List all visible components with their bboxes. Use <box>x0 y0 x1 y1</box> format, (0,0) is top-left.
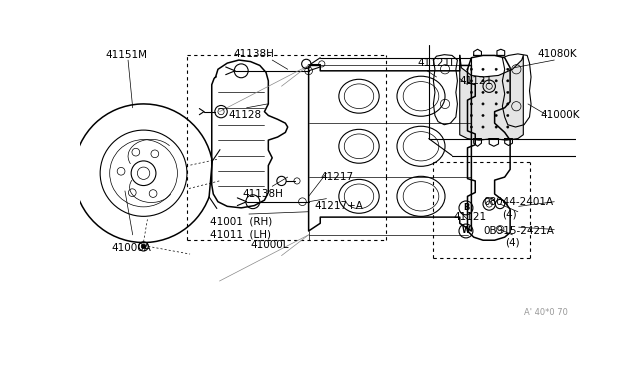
Text: B: B <box>463 203 469 212</box>
Circle shape <box>141 244 146 249</box>
Text: 41138H: 41138H <box>234 49 275 59</box>
Circle shape <box>495 103 497 105</box>
Circle shape <box>507 103 509 105</box>
Text: 08044-2401A: 08044-2401A <box>483 197 553 207</box>
Text: 41217+A: 41217+A <box>314 201 363 211</box>
Text: 41000A: 41000A <box>111 243 151 253</box>
Circle shape <box>495 91 497 93</box>
Circle shape <box>470 126 472 128</box>
Circle shape <box>507 68 509 70</box>
Circle shape <box>470 68 472 70</box>
Text: 41001  (RH): 41001 (RH) <box>210 217 273 227</box>
Polygon shape <box>460 55 524 140</box>
Circle shape <box>482 103 484 105</box>
Circle shape <box>470 103 472 105</box>
Circle shape <box>482 91 484 93</box>
Circle shape <box>470 114 472 117</box>
Circle shape <box>482 114 484 117</box>
Circle shape <box>507 114 509 117</box>
Circle shape <box>507 91 509 93</box>
Text: 41151M: 41151M <box>106 51 148 60</box>
Text: A' 40*0 70: A' 40*0 70 <box>524 308 568 317</box>
Circle shape <box>495 80 497 82</box>
Circle shape <box>507 126 509 128</box>
Circle shape <box>495 68 497 70</box>
Text: 41128: 41128 <box>229 110 262 121</box>
Text: 41121: 41121 <box>460 76 493 86</box>
Circle shape <box>482 68 484 70</box>
Circle shape <box>495 126 497 128</box>
Text: W: W <box>462 227 470 235</box>
Text: 41138H: 41138H <box>243 189 284 199</box>
Circle shape <box>507 80 509 82</box>
Text: 41011  (LH): 41011 (LH) <box>210 230 271 240</box>
Text: (4): (4) <box>505 238 519 247</box>
Circle shape <box>482 80 484 82</box>
Text: 41121I: 41121I <box>417 58 453 68</box>
Circle shape <box>470 80 472 82</box>
Text: 41000L: 41000L <box>250 240 289 250</box>
Circle shape <box>495 114 497 117</box>
Text: (4): (4) <box>502 209 517 219</box>
Circle shape <box>470 91 472 93</box>
Text: 41080K: 41080K <box>537 49 577 59</box>
Text: 41217: 41217 <box>320 172 353 182</box>
Text: 0B915-2421A: 0B915-2421A <box>483 226 554 236</box>
Text: 41000K: 41000K <box>540 110 580 121</box>
Circle shape <box>482 126 484 128</box>
Text: 41121: 41121 <box>454 212 486 222</box>
